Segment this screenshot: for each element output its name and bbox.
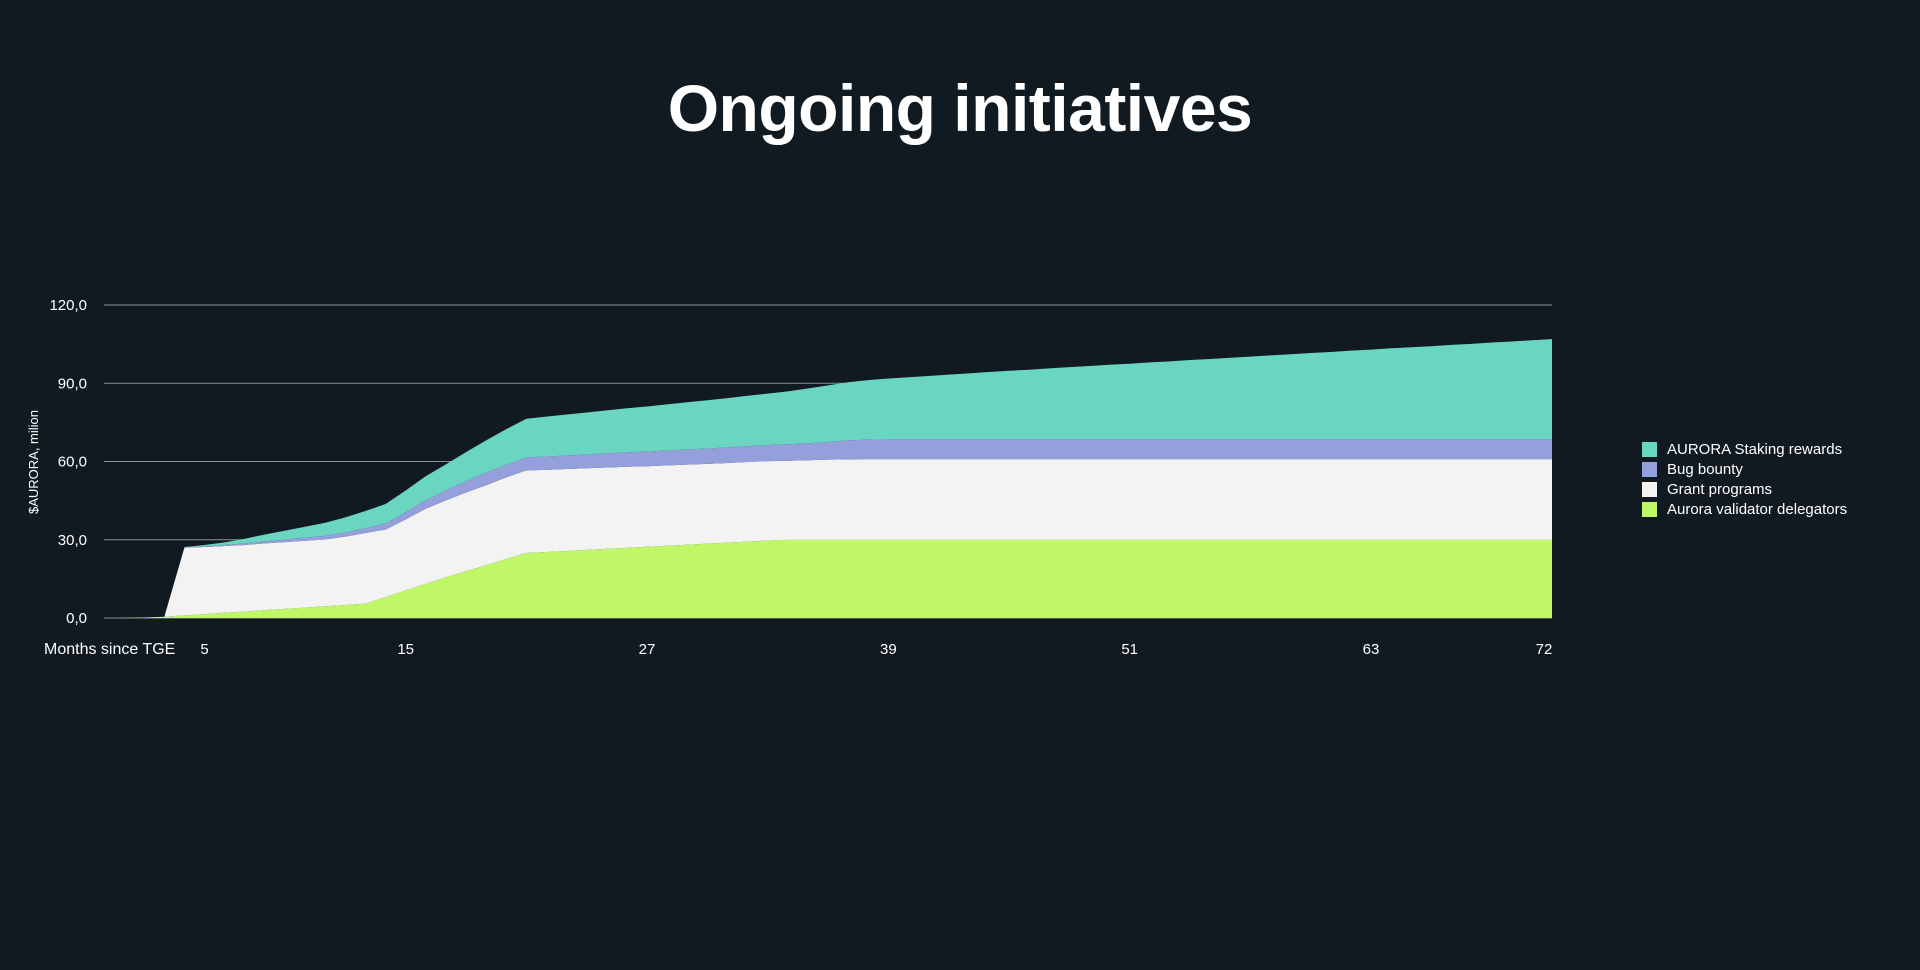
legend-swatch bbox=[1642, 461, 1657, 477]
area-series bbox=[104, 339, 1552, 618]
legend-label: Bug bounty bbox=[1667, 460, 1743, 478]
x-tick-label-0: 5 bbox=[200, 641, 208, 658]
area-series-1 bbox=[104, 459, 1552, 618]
y-tick-label-3: 90,0 bbox=[58, 375, 87, 392]
x-axis-ticks: 5 15 27 39 51 63 72 bbox=[200, 641, 1552, 658]
x-tick-label-2: 27 bbox=[639, 641, 656, 658]
area-series-0 bbox=[104, 539, 1552, 618]
page-title: Ongoing initiatives bbox=[667, 71, 1253, 145]
legend-item-3: Aurora validator delegators bbox=[1642, 500, 1848, 518]
legend-item-2: Grant programs bbox=[1642, 480, 1847, 498]
y-axis-title: $AURORA, milion bbox=[26, 410, 41, 514]
x-tick-label-3: 39 bbox=[880, 641, 897, 658]
y-tick-label-0: 0,0 bbox=[66, 610, 87, 627]
area-series-3 bbox=[104, 339, 1552, 618]
x-tick-label-4: 51 bbox=[1121, 641, 1138, 658]
legend-label: AURORA Staking rewards bbox=[1667, 440, 1843, 458]
legend-swatch bbox=[1642, 441, 1657, 457]
y-axis-ticks: 0,0 30,0 60,0 90,0 120,0 bbox=[49, 297, 87, 627]
legend: AURORA Staking rewards Bug bounty Grant pr… bbox=[1642, 440, 1848, 518]
legend-item-1: Bug bounty bbox=[1642, 460, 1847, 478]
x-tick-label-6: 72 bbox=[1536, 641, 1553, 658]
y-tick-label-2: 60,0 bbox=[58, 454, 87, 471]
legend-label: Grant programs bbox=[1667, 480, 1773, 498]
y-tick-label-4: 120,0 bbox=[49, 297, 87, 314]
legend-label: Aurora validator delegators bbox=[1667, 500, 1848, 518]
y-tick-label-1: 30,0 bbox=[58, 532, 87, 549]
area-series-2 bbox=[104, 439, 1552, 618]
x-tick-label-1: 15 bbox=[397, 641, 414, 658]
legend-item-0: AURORA Staking rewards bbox=[1642, 440, 1847, 458]
x-tick-label-5: 63 bbox=[1363, 641, 1380, 658]
x-axis-title: Months since TGE bbox=[44, 641, 175, 658]
legend-swatch bbox=[1642, 481, 1657, 497]
legend-swatch bbox=[1642, 501, 1657, 517]
